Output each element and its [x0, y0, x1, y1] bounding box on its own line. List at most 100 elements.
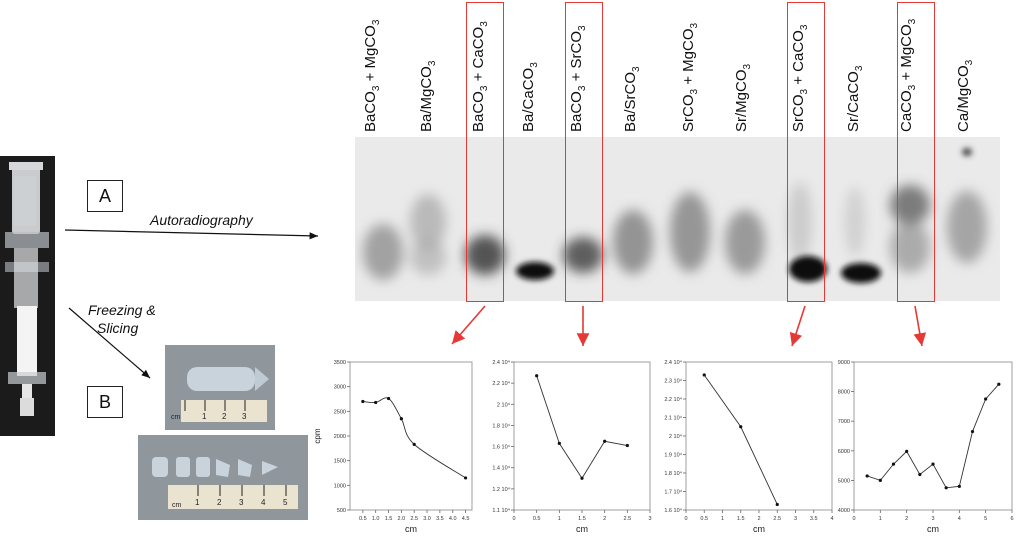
chart-svg: 500 1000 1500 2000 2500 3000 3500 0.5 1.0 1.5 2.0 2… [313, 360, 473, 534]
series-line [536, 375, 628, 480]
red-arrow-3 [789, 305, 806, 347]
data-point [878, 478, 882, 482]
x-axis-label: cm [753, 524, 765, 534]
data-point [891, 462, 896, 466]
y-tick-label: 2000 [334, 434, 346, 440]
plot-frame [853, 361, 1013, 511]
x-tick-label: 0 [852, 516, 855, 522]
sliced-column-photo: cm 1 2 3 4 5 [138, 435, 308, 520]
ruler-tick-3: 3 [242, 412, 247, 421]
plot-frame [513, 361, 651, 511]
x-tick-label: 1.0 [372, 516, 380, 522]
lane-label-subscript: 3 [742, 63, 753, 70]
highlight-box-baco3-srco3 [565, 2, 603, 302]
lane-label-12: Ca/MgCO3 [955, 60, 975, 132]
lane-label-text: Sr/MgCO [733, 69, 750, 132]
red-arrow-1 [451, 305, 486, 345]
y-tick-label: 1.6 10⁴ [492, 444, 510, 451]
ruler-long-tick-1: 1 [195, 498, 200, 507]
x-tick-label: 2.5 [410, 516, 418, 522]
y-tick-label: 2.2 10⁴ [664, 396, 682, 403]
lane-label-subscript: 3 [689, 88, 700, 95]
data-point [625, 443, 629, 448]
lane-label-6: Ba/SrCO3 [622, 66, 642, 132]
y-tick-label: 2 10⁴ [669, 433, 683, 440]
y-tick-label: 2 10⁴ [497, 401, 511, 408]
data-point [739, 425, 743, 429]
lane-label-text: SrCO [680, 94, 697, 133]
x-tick-label: 1.5 [385, 516, 393, 522]
x-tick-label: 4.5 [462, 516, 470, 522]
x-tick-label: 2.0 [398, 516, 406, 522]
lane-label-subscript: 3 [427, 60, 438, 67]
data-point [702, 373, 706, 377]
y-tick-label: 1.9 10⁴ [664, 452, 682, 459]
lane-label-4: Ba/CaCO3 [520, 62, 540, 132]
y-tick-label: 1.6 10⁴ [664, 507, 682, 514]
x-tick-label: 1.5 [737, 516, 745, 522]
chart-caco3-mgco3: 4000 5000 6000 7000 8000 9000 0 1 2 3 4 5 6 cm [820, 350, 1020, 538]
y-tick-label: 1.1 10⁴ [492, 507, 510, 514]
data-point [918, 472, 922, 477]
x-tick-label: 0.5 [700, 516, 708, 522]
x-tick-label: 6 [1010, 516, 1013, 522]
data-point [361, 399, 365, 404]
y-tick-label: 2.3 10⁴ [664, 378, 682, 385]
x-axis-label: cm [576, 524, 588, 534]
chart-baco3-caco3: 500 1000 1500 2000 2500 3000 3500 0.5 1.0 1.5 2.0 2… [310, 350, 480, 538]
x-tick-label: 2 [905, 516, 908, 522]
ruler-tick-1: 1 [202, 412, 207, 421]
lane-label-text: Sr/CaCO [845, 71, 862, 132]
ruler-unit: cm [171, 414, 181, 421]
panel-a-label: A [87, 180, 123, 212]
y-tick-label: 1500 [334, 459, 346, 465]
series-line [867, 383, 1000, 489]
x-tick-label: 4 [958, 516, 961, 522]
y-tick-label: 500 [337, 508, 346, 514]
ruler-long-tick-2: 2 [217, 498, 222, 507]
x-tick-label: 4 [830, 516, 833, 522]
x-axis-label: cm [405, 524, 417, 534]
y-tick-label: 3500 [334, 360, 346, 366]
data-point [412, 442, 416, 446]
data-point [997, 382, 1001, 386]
y-tick-label: 1.8 10⁴ [492, 422, 510, 429]
ruler-long-tick-3: 3 [239, 498, 244, 507]
chart-svg: 1.6 10⁴ 1.7 10⁴ 1.8 10⁴ 1.9 10⁴ 2 10⁴ 2.1 10⁴… [664, 359, 833, 534]
y-tick-label: 2.1 10⁴ [664, 415, 682, 422]
data-point [463, 476, 468, 480]
data-point [944, 486, 948, 490]
plot-frame [685, 361, 833, 511]
ruler-long-tick-5: 5 [283, 498, 288, 507]
panel-b-label: B [87, 386, 123, 418]
y-tick-label: 5000 [838, 478, 850, 484]
lane-label-text: + MgCO [362, 25, 379, 86]
y-tick-label: 2.4 10⁴ [492, 359, 510, 366]
data-point [580, 476, 584, 480]
data-point [931, 462, 935, 466]
ruler-tick-2: 2 [222, 412, 227, 421]
data-point [603, 439, 607, 443]
ruler-long-tick-4: 4 [261, 498, 266, 507]
data-point [386, 396, 391, 401]
x-tick-label: 3 [648, 516, 651, 522]
highlight-box-baco3-caco3 [466, 2, 504, 302]
column-tube-illustration [5, 162, 49, 416]
lane-label-subscript: 3 [529, 62, 540, 68]
data-point [775, 502, 779, 507]
x-tick-label: 3.5 [810, 516, 818, 522]
y-tick-label: 1.8 10⁴ [664, 470, 682, 477]
lane-label-text: BaCO [362, 91, 379, 132]
x-tick-label: 0.5 [533, 516, 541, 522]
frozen-column-photo: cm 1 2 3 [165, 345, 275, 430]
data-point [374, 400, 378, 405]
chart-svg: 1.1 10⁴ 1.2 10⁴ 1.4 10⁴ 1.6 10⁴ 1.8 10⁴ 2 10⁴… [492, 359, 651, 534]
series-line [362, 397, 466, 479]
column-photo [0, 156, 55, 436]
y-tick-label: 2.2 10⁴ [492, 380, 510, 387]
lane-label-subscript: 3 [689, 22, 700, 29]
lane-label-subscript: 3 [631, 66, 642, 72]
x-tick-label: 5 [984, 516, 987, 522]
series-line [703, 374, 778, 505]
x-tick-label: 0 [512, 516, 515, 522]
